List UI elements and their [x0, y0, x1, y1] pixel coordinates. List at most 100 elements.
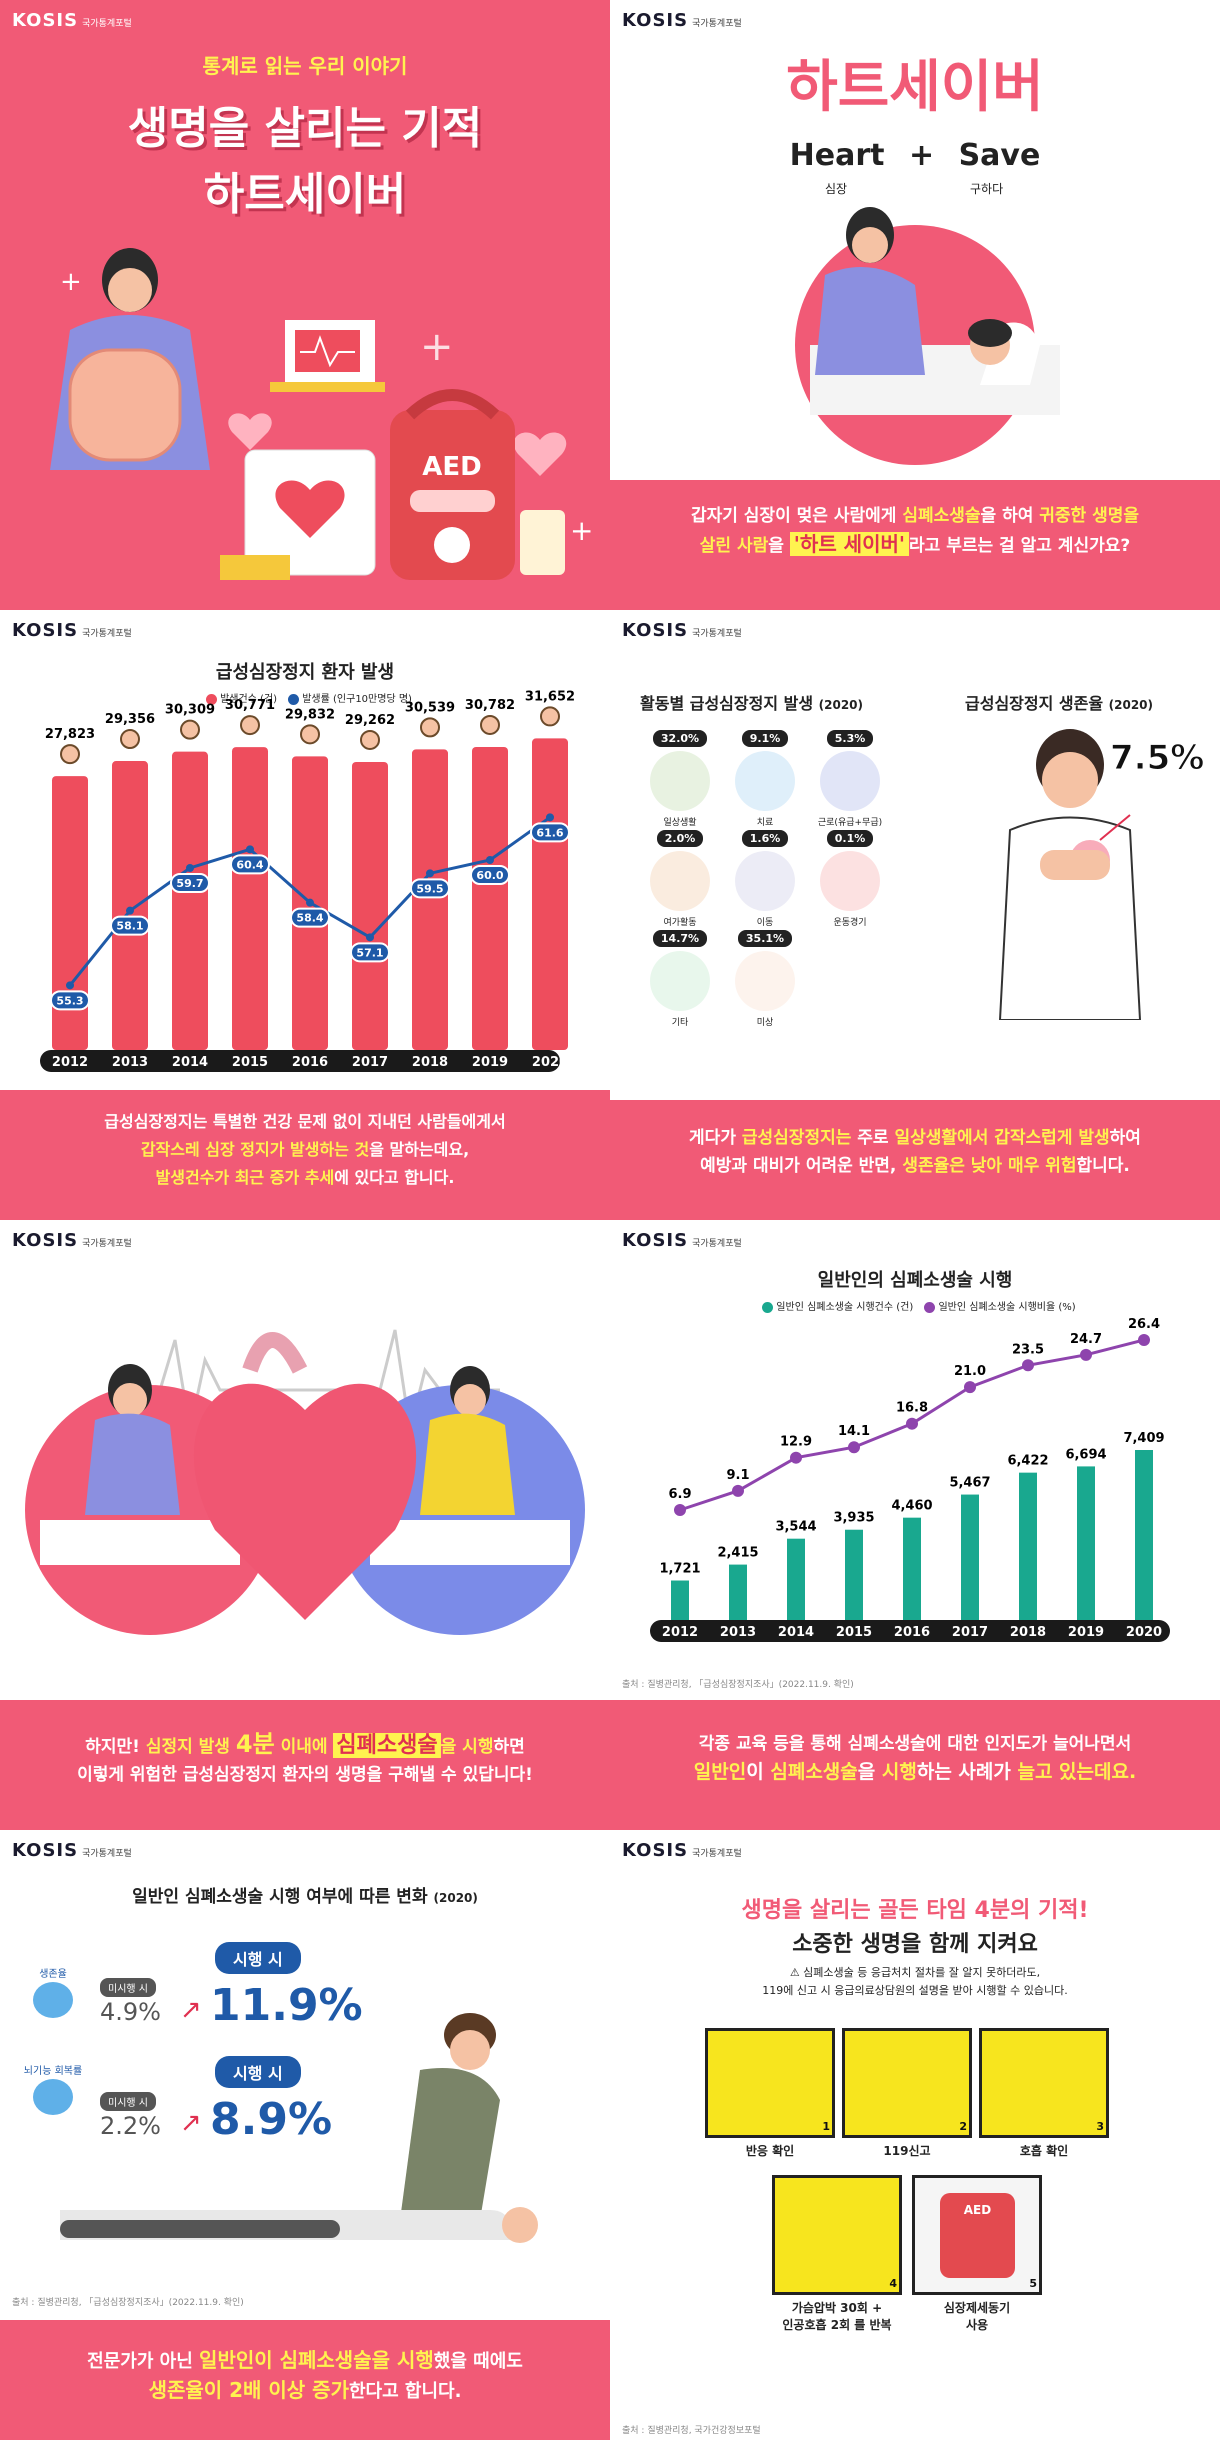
bar — [1077, 1466, 1095, 1620]
activity-label: 이동 — [756, 918, 774, 928]
rate-label: 58.1 — [116, 920, 143, 933]
survival-icon: 생존율 — [18, 1965, 88, 2025]
bar — [532, 738, 568, 1050]
rate-label: 61.6 — [536, 826, 563, 839]
not-performed-tag: 미시행 시 — [100, 2092, 156, 2111]
legend-bar-swatch — [762, 1301, 774, 1313]
rate-label: 6.9 — [668, 1487, 691, 1502]
band-line-1: 하지만! 심정지 발생 4분 이내에 심폐소생술 을 시행하면 — [85, 1730, 525, 1758]
source-note: 출처 : 질병관리청, 「급성심장정지조사」(2022.11.9. 확인) — [622, 1680, 854, 1690]
activity-icon — [650, 851, 710, 911]
logo-text: KOSIS — [12, 10, 79, 31]
logo-text: KOSIS — [622, 10, 689, 31]
kosis-logo: KOSIS 국가통계포털 — [12, 1230, 132, 1251]
bar-value-label: 30,309 — [165, 703, 215, 718]
band-line-1: 갑자기 심장이 멎은 사람에게 심폐소생술을 하여 귀중한 생명을 — [690, 506, 1140, 526]
activity-label: 미상 — [756, 1018, 774, 1028]
person-icon — [480, 714, 500, 735]
activity-label: 기타 — [671, 1018, 689, 1028]
step-label: 호흡 확인 — [1019, 2144, 1069, 2158]
kosis-logo: KOSIS 국가통계포털 — [622, 1840, 742, 1861]
rate-pill — [50, 990, 90, 1011]
bystander-cpr-chart-panel: KOSIS 국가통계포털 일반인의 심폐소생술 시행 일반인 심폐소생술 시행건수… — [610, 1220, 1220, 1830]
band-line-2: 살린 사람을 '하트 세이버' 라고 부르는 걸 알고 계신가요? — [699, 532, 1131, 556]
logo-sub: 국가통계포털 — [692, 629, 742, 639]
bar — [232, 747, 268, 1050]
rate-label: 55.3 — [56, 994, 83, 1007]
activity-icon — [650, 951, 710, 1011]
x-tick: 2018 — [412, 1055, 448, 1070]
x-tick: 2017 — [952, 1625, 988, 1640]
rate-point — [674, 1504, 686, 1516]
svg-text:+: + — [420, 324, 454, 370]
logo-sub: 국가통계포털 — [82, 629, 132, 639]
band-line-1: 게다가 급성심장정지는 주로 일상생활에서 갑작스럽게 발생하여 — [689, 1128, 1141, 1148]
rate-point — [126, 906, 134, 915]
band-line-2: 예방과 대비가 어려운 반면, 생존율은 낮아 매우 위험합니다. — [700, 1156, 1130, 1176]
activity-pct: 0.1% — [826, 830, 874, 847]
survival-rate: 7.5% — [1109, 738, 1205, 779]
x-tick: 2015 — [232, 1055, 268, 1070]
x-tick: 2019 — [1068, 1625, 1104, 1640]
activity-icon — [735, 951, 795, 1011]
step-label: 119신고 — [883, 2144, 931, 2158]
activity-icon — [735, 851, 795, 911]
legend-bar-swatch — [206, 693, 218, 705]
person-icon — [120, 729, 140, 750]
step-number: 4 — [889, 2277, 897, 2290]
logo-text: KOSIS — [622, 620, 689, 641]
logo-sub: 국가통계포털 — [82, 1239, 132, 1249]
bar-value-label: 29,832 — [285, 707, 335, 722]
person-icon — [300, 724, 320, 745]
rate-pill — [530, 822, 570, 843]
chart-title: 일반인의 심폐소생술 시행 — [817, 1270, 1013, 1291]
logo-text: KOSIS — [12, 1840, 79, 1861]
step-illustration: AED 5 — [912, 2175, 1042, 2295]
activity-icon — [820, 851, 880, 911]
activity-pct: 35.1% — [737, 930, 793, 947]
activity-band: 게다가 급성심장정지는 주로 일상생활에서 갑작스럽게 발생하여 예방과 대비가… — [610, 1100, 1220, 1220]
bar — [412, 749, 448, 1050]
source-note: 출처 : 질병관리청, 국가건강정보포털 — [622, 2426, 761, 2436]
logo-text: KOSIS — [12, 1230, 79, 1251]
svg-text:+: + — [570, 514, 593, 547]
rate-label: 21.0 — [954, 1364, 986, 1379]
rate-point — [848, 1441, 860, 1454]
svg-text:+: + — [60, 267, 82, 297]
bar — [112, 761, 148, 1050]
bar-value-label: 2,415 — [717, 1546, 758, 1561]
cpr-illustration — [795, 207, 1060, 465]
activity-item: 14.7% 기타 — [640, 930, 720, 1028]
x-tick: 2016 — [292, 1055, 328, 1070]
activity-label: 여가활동 — [663, 918, 697, 928]
bar — [845, 1529, 863, 1620]
cpr-band: 하지만! 심정지 발생 4분 이내에 심폐소생술 을 시행하면 이렇게 위험한 급… — [0, 1700, 610, 1830]
x-tick: 2020 — [532, 1055, 568, 1070]
logo-sub: 국가통계포털 — [692, 1849, 742, 1859]
rate-pill — [290, 907, 330, 928]
activity-panel: KOSIS 국가통계포털 활동별 급성심장정지 발생 (2020) 급성심장정지 … — [610, 610, 1220, 1220]
activity-label: 근로(유급+무급) — [817, 818, 883, 828]
survival-title: 급성심장정지 생존율 (2020) — [965, 694, 1154, 713]
bar-value-label: 31,652 — [525, 689, 575, 704]
compression-illustration — [60, 2013, 538, 2243]
activity-item: 32.0% 일상생활 — [640, 730, 720, 828]
cover-illustration: + + + AED — [50, 248, 593, 580]
rate-point — [66, 981, 74, 990]
heart-word: Heart — [789, 138, 885, 173]
step-label: 가슴압박 30회 + — [791, 2301, 883, 2315]
arrest-band: 급성심장정지는 특별한 건강 문제 없이 지내던 사람들에게서 갑작스레 심장 … — [0, 1090, 610, 1220]
x-tick: 2015 — [836, 1625, 872, 1640]
heart-cpr-illustration — [25, 1329, 585, 1635]
logo-text: KOSIS — [622, 1840, 689, 1861]
rate-label: 60.0 — [476, 869, 503, 882]
cover-panel: KOSIS 국가통계포털 통계로 읽는 우리 이야기 생명을 살리는 기적 하트세… — [0, 0, 610, 610]
rate-pill — [110, 915, 150, 936]
step-illustration: 1 — [705, 2028, 835, 2138]
band-line-1: 전문가가 아닌 일반인이 심폐소생술을 시행했을 때에도 — [87, 2348, 523, 2372]
bar — [729, 1564, 747, 1620]
save-word: Save — [958, 138, 1041, 173]
bar-value-label: 29,262 — [345, 713, 395, 728]
rate-point — [426, 869, 434, 878]
x-tick: 2019 — [472, 1055, 508, 1070]
